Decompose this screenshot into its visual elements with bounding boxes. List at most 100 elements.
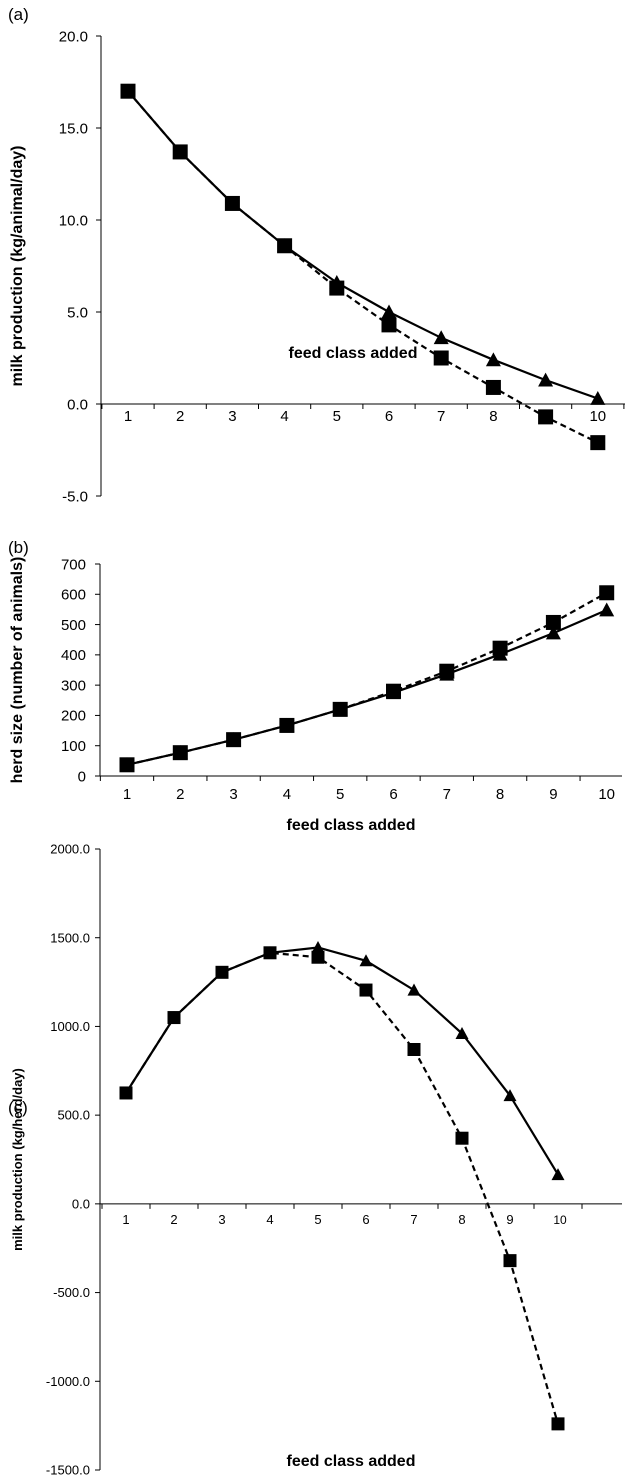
x-tick-label: 3: [228, 408, 236, 425]
x-axis-title: feed class added: [287, 1453, 416, 1470]
dashed-series-line: [127, 90, 599, 444]
square-marker: [538, 409, 554, 425]
triangle-marker: [386, 685, 401, 700]
triangle-marker: [332, 701, 348, 716]
y-tick-label: 2000.0: [50, 842, 90, 857]
x-tick-label: 1: [123, 786, 131, 803]
y-tick-label: 10.0: [59, 212, 88, 229]
triangle-marker: [407, 983, 421, 996]
x-tick-label: 1: [122, 1212, 129, 1227]
square-marker: [545, 614, 561, 630]
x-tick-label: 3: [218, 1212, 225, 1227]
x-tick-label: 5: [314, 1212, 321, 1227]
y-tick-label: 400: [61, 647, 86, 664]
square-marker: [407, 1042, 421, 1056]
triangle-marker: [120, 83, 136, 98]
square-marker: [433, 350, 449, 366]
triangle-marker: [503, 1089, 517, 1102]
x-tick-label: 8: [489, 408, 497, 425]
y-tick-label: 200: [61, 708, 86, 725]
triangle-marker: [119, 1086, 133, 1099]
square-marker: [359, 983, 373, 997]
x-tick-label: 1: [124, 408, 132, 425]
x-tick-label: 4: [283, 786, 291, 803]
triangle-marker: [455, 1027, 469, 1040]
triangle-marker: [485, 352, 501, 367]
square-marker: [455, 1131, 469, 1145]
triangle-marker: [224, 195, 240, 210]
chart-panel-2: 0 100 200 300 400 500 600 700 1 2 3 4 5 6 7 8 9 10 feed cl…: [8, 538, 622, 834]
triangle-marker: [263, 946, 277, 959]
triangle-marker: [551, 1168, 565, 1181]
triangle-marker: [172, 745, 188, 760]
dashed-series-line: [125, 951, 560, 1425]
triangle-marker: [277, 238, 293, 253]
x-tick-label: 2: [176, 408, 184, 425]
y-axis-title: herd size (number of animals): [9, 557, 26, 784]
y-tick-label: 15.0: [59, 120, 88, 137]
y-tick-label: 0.0: [67, 396, 88, 413]
y-tick-label: 500.0: [57, 1108, 90, 1123]
x-tick-label: 8: [496, 786, 504, 803]
x-tick-label: 6: [385, 408, 393, 425]
panel-label: (b): [8, 538, 29, 557]
triangle-marker: [311, 940, 325, 953]
x-tick-label: 2: [170, 1212, 177, 1227]
x-tick-label: 4: [280, 408, 288, 425]
square-marker: [381, 317, 397, 333]
triangle-marker: [329, 275, 345, 289]
y-tick-label: -500.0: [53, 1285, 90, 1300]
y-tick-label: 1000.0: [50, 1019, 90, 1034]
triangle-marker: [359, 954, 373, 967]
y-axis-title: milk production (kg/herd/day): [10, 1068, 25, 1251]
x-tick-label: 9: [549, 786, 557, 803]
triangle-marker: [545, 625, 561, 640]
triangle-marker: [590, 390, 606, 405]
triangle-marker: [279, 717, 295, 732]
x-tick-label: 5: [336, 786, 344, 803]
y-tick-label: 100: [61, 738, 86, 755]
y-tick-label: 300: [61, 677, 86, 694]
solid-series-line: [127, 90, 599, 400]
y-tick-label: -1000.0: [46, 1374, 90, 1389]
x-tick-label: 6: [389, 786, 397, 803]
x-tick-label: 10: [553, 1213, 567, 1227]
y-tick-label: -1500.0: [46, 1463, 90, 1477]
square-marker: [590, 435, 606, 451]
square-marker: [599, 585, 615, 601]
y-tick-label: 1500.0: [50, 930, 90, 945]
y-axis-title: milk production (kg/animal/day): [9, 146, 26, 387]
triangle-marker: [492, 646, 508, 661]
y-tick-label: 0.0: [72, 1196, 90, 1211]
dashed-series-line: [126, 591, 608, 766]
triangle-marker: [599, 602, 615, 617]
x-tick-label: 3: [229, 786, 237, 803]
solid-series-line: [125, 946, 559, 1176]
x-tick-label: 7: [443, 786, 451, 803]
triangle-marker: [381, 304, 397, 319]
triangle-marker: [172, 144, 188, 159]
square-marker: [503, 1254, 517, 1268]
y-tick-label: 500: [61, 617, 86, 634]
x-tick-label: 8: [458, 1212, 465, 1227]
x-axis-title: feed class added: [287, 817, 416, 834]
y-tick-label: 5.0: [67, 304, 88, 321]
x-tick-label: 2: [176, 786, 184, 803]
x-tick-label: 9: [506, 1212, 513, 1227]
x-tick-label: 5: [333, 408, 341, 425]
square-marker: [311, 950, 325, 964]
y-tick-label: 700: [61, 556, 86, 573]
x-tick-label: 7: [410, 1212, 417, 1227]
triangle-marker: [226, 732, 242, 747]
x-tick-label: 10: [598, 786, 615, 803]
triangle-marker: [215, 965, 229, 978]
triangle-marker: [439, 666, 455, 681]
panel-label: (c): [8, 1098, 28, 1117]
triangle-marker: [167, 1011, 181, 1024]
x-tick-label: 4: [266, 1212, 273, 1227]
square-marker: [485, 379, 501, 395]
square-marker: [551, 1417, 565, 1431]
y-tick-label: 0: [78, 768, 86, 785]
